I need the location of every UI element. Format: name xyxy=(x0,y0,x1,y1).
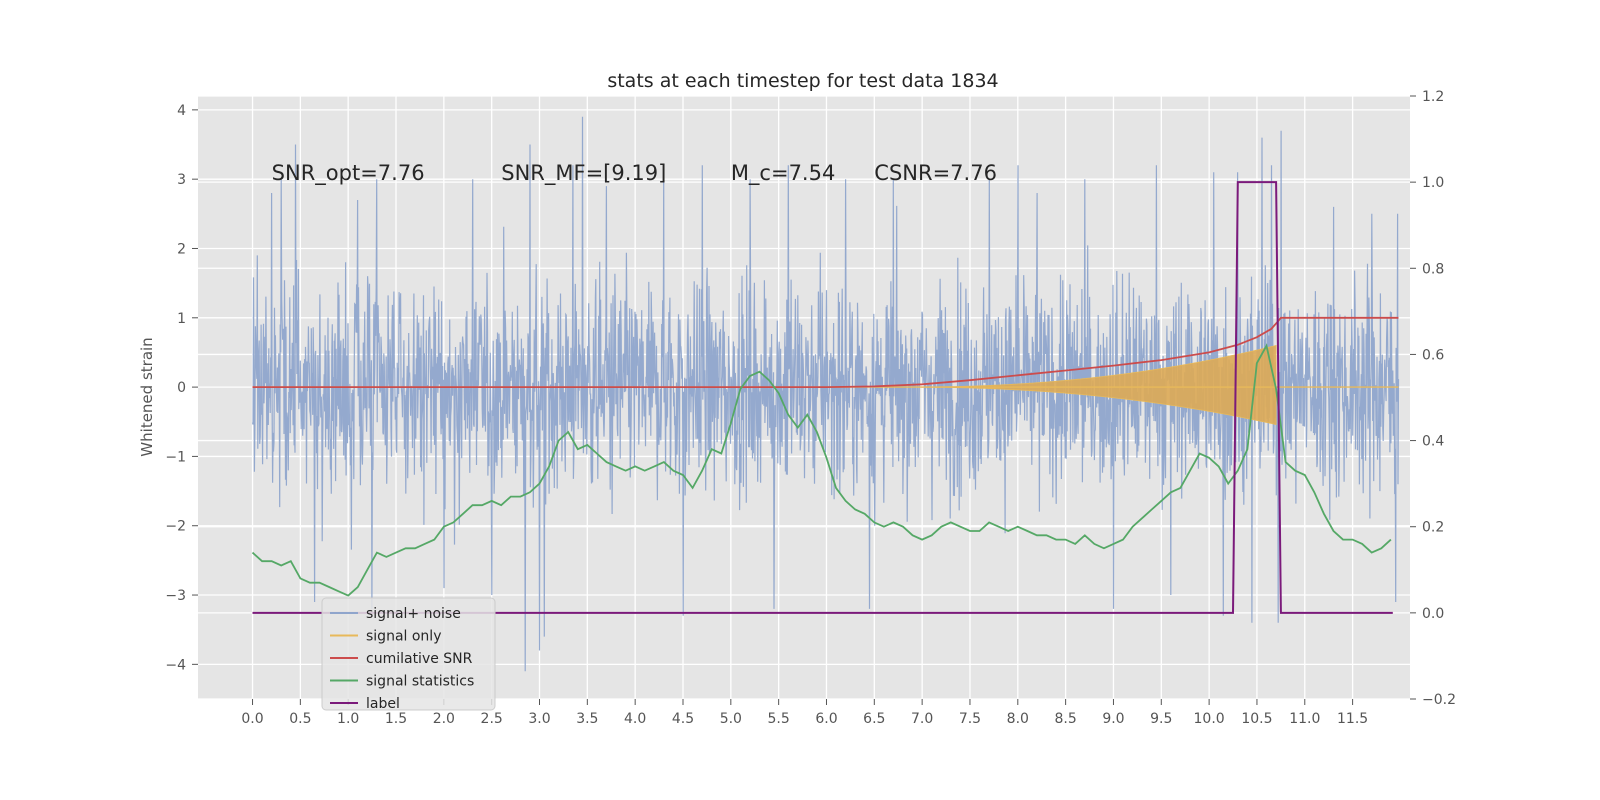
y2-tick-label: 0.2 xyxy=(1422,520,1444,536)
x-tick-label: 0.5 xyxy=(289,711,311,727)
series-signal-noise xyxy=(251,116,1400,672)
x-tick-label: 5.0 xyxy=(720,711,742,727)
x-tick-label: 7.5 xyxy=(959,711,981,727)
x-tick-label: 10.5 xyxy=(1241,711,1272,727)
y2-tick-label: 0.6 xyxy=(1422,347,1444,363)
series-cumulative-snr xyxy=(252,316,1399,389)
y2-tick-label: −0.2 xyxy=(1422,692,1456,708)
legend-entry: signal+ noise xyxy=(366,606,461,622)
y-tick-label: 1 xyxy=(177,311,186,327)
x-tick-label: 1.0 xyxy=(337,711,359,727)
legend-entry: label xyxy=(366,696,400,712)
x-tick-label: 9.0 xyxy=(1102,711,1124,727)
y-tick-label: 4 xyxy=(177,103,186,119)
x-tick-label: 8.5 xyxy=(1054,711,1076,727)
x-tick-label: 3.0 xyxy=(528,711,550,727)
axes: 4 3 2 1 0 −1 −2 −3 −4 1.2 1.0 0.8 0.6 0.4 0.2 0.0 −0.2 0.… xyxy=(165,89,1456,727)
legend-entry: signal only xyxy=(366,629,441,645)
x-tick-label: 2.0 xyxy=(433,711,455,727)
series-signal-statistics xyxy=(251,343,1392,597)
x-tick-label: 0.0 xyxy=(241,711,263,727)
y2-tick-label: 0.4 xyxy=(1422,434,1444,450)
x-tick-label: 11.5 xyxy=(1337,711,1368,727)
x-tick-label: 1.5 xyxy=(385,711,407,727)
x-tick-label: 3.5 xyxy=(576,711,598,727)
x-tick-label: 11.0 xyxy=(1289,711,1320,727)
y2-tick-label: 1.0 xyxy=(1422,175,1444,191)
legend-entry: signal statistics xyxy=(366,674,474,690)
x-tick-label: 9.5 xyxy=(1150,711,1172,727)
x-tick-label: 4.0 xyxy=(624,711,646,727)
x-tick-label: 5.5 xyxy=(768,711,790,727)
annotations: SNR_opt=7.76 SNR_MF=[9.19] M_c=7.54 CSNR=7.… xyxy=(272,161,997,186)
annotation-0: SNR_opt=7.76 xyxy=(272,161,425,186)
y2-tick-label: 0.8 xyxy=(1422,261,1444,277)
series-layer xyxy=(251,116,1400,672)
legend: signal+ noise signal only cumilative SNR si… xyxy=(321,597,496,712)
y-tick-label: −2 xyxy=(165,519,186,535)
series-label xyxy=(252,181,1393,614)
chart-title: stats at each timestep for test data 183… xyxy=(607,70,998,92)
annotation-3: CSNR=7.76 xyxy=(874,161,997,185)
legend-entry: cumilative SNR xyxy=(366,651,473,667)
y-tick-label: −1 xyxy=(165,449,186,465)
y-tick-label: −4 xyxy=(165,657,186,673)
x-tick-label: 4.5 xyxy=(672,711,694,727)
y-tick-label: 3 xyxy=(177,172,186,188)
y-axis-label: Whitened strain xyxy=(138,337,156,456)
y-tick-label: 0 xyxy=(177,380,186,396)
annotation-1: SNR_MF=[9.19] xyxy=(501,161,666,186)
x-tick-label: 7.0 xyxy=(911,711,933,727)
x-tick-label: 10.0 xyxy=(1194,711,1225,727)
x-tick-label: 8.0 xyxy=(1007,711,1029,727)
legend-box xyxy=(321,597,496,711)
x-tick-label: 2.5 xyxy=(481,711,503,727)
x-tick-label: 6.0 xyxy=(815,711,837,727)
y2-tick-label: 0.0 xyxy=(1422,606,1444,622)
y-tick-label: −3 xyxy=(165,588,186,604)
annotation-2: M_c=7.54 xyxy=(731,161,836,186)
y2-tick-label: 1.2 xyxy=(1422,89,1444,105)
x-tick-label: 6.5 xyxy=(863,711,885,727)
y-tick-label: 2 xyxy=(177,241,186,257)
